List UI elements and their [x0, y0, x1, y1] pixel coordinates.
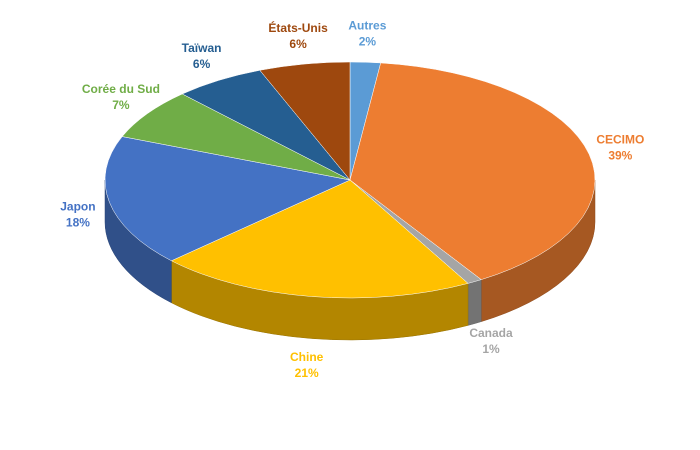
slice [349, 62, 596, 280]
slice [259, 61, 351, 181]
category-label: Corée du Sud [82, 82, 160, 96]
slice [121, 93, 351, 181]
category-label: Autres [348, 18, 386, 32]
category-label: Chine [290, 350, 324, 364]
category-label: Japon [60, 199, 95, 213]
value-label: 39% [608, 148, 632, 162]
value-label: 6% [193, 57, 211, 71]
category-label: CECIMO [596, 132, 644, 146]
category-label: Canada [469, 326, 513, 340]
slice [104, 136, 351, 262]
category-label: États-Unis [268, 20, 328, 35]
value-label: 18% [66, 215, 90, 229]
value-label: 2% [359, 34, 377, 48]
value-label: 1% [482, 342, 500, 356]
value-label: 21% [295, 366, 319, 380]
slice-side [467, 279, 482, 326]
value-label: 7% [112, 98, 130, 112]
category-label: Taïwan [182, 41, 222, 55]
value-label: 6% [289, 37, 307, 51]
slice [170, 179, 469, 299]
